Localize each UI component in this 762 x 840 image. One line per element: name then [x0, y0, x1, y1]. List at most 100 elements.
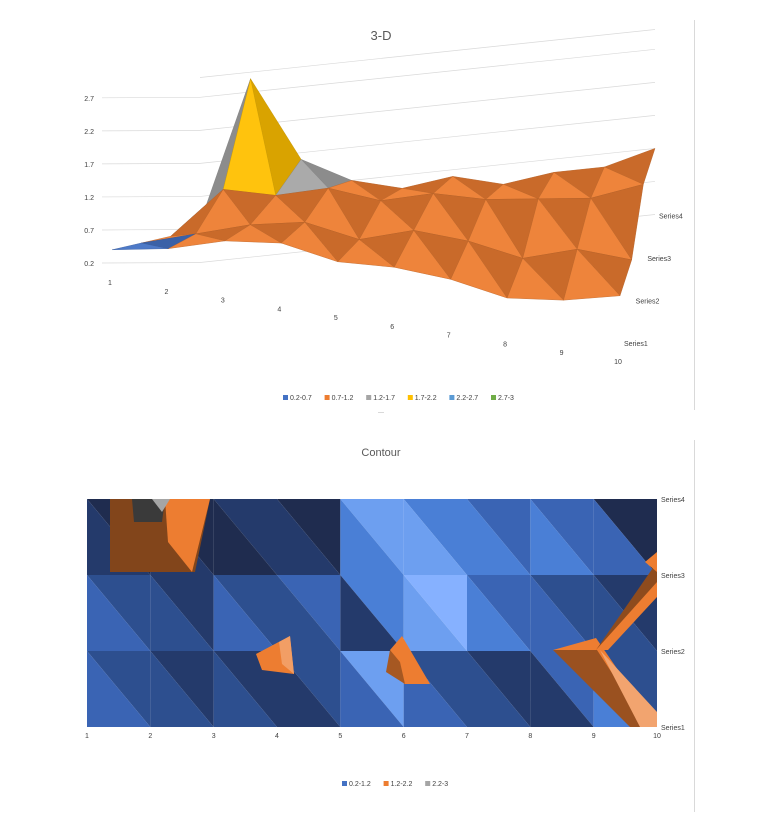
series-axis-ticks: Series1 Series2 Series3 Series4: [661, 497, 685, 732]
chart-title: Contour: [361, 447, 400, 459]
legend-swatch: [342, 781, 347, 786]
legend-label: 1.2-2.2: [391, 781, 413, 788]
contour-cell: [213, 651, 277, 727]
x-axis-ticks: 1 2 3 4 5 6 7 8 9 10: [85, 733, 661, 740]
x-tick-label: 6: [402, 733, 406, 740]
contour-cell: [530, 651, 594, 727]
surface-facet: [168, 233, 225, 249]
contour-band-region: [553, 650, 647, 727]
x-tick-label: 9: [560, 350, 564, 357]
x-tick-label: 9: [592, 733, 596, 740]
x-tick-label: 7: [465, 733, 469, 740]
contour-cell: [530, 575, 594, 651]
contour-area: [87, 499, 657, 727]
surface-facet: [224, 224, 282, 244]
series-tick-label: Series4: [661, 497, 685, 504]
contour-cell: [277, 651, 341, 727]
x-tick-label: 3: [221, 298, 225, 305]
x-axis-ticks: 1 2 3 4 5 6 7 8 9 10: [108, 280, 622, 366]
surface-3d-plot: 3-D 0.2 0.7 1.2 1.7 2.2 2.7 1 2 3 4 5 6 7 8 9 10 Serie…: [84, 28, 683, 402]
x-tick-label: 4: [277, 306, 281, 313]
contour-cell: [467, 575, 531, 651]
series-tick-label: Series1: [661, 725, 685, 732]
contour-band-region: [600, 650, 657, 727]
surface-facet: [506, 257, 565, 301]
surface-facet: [111, 242, 169, 250]
surface-3d-chart: 3-D 0.2 0.7 1.2 1.7 2.2 2.7 1 2 3 4 5 6 7 8 9 10 Serie…: [84, 20, 695, 413]
contour-cell: [213, 651, 277, 727]
contour-cell: [213, 575, 277, 651]
contour-cell: [277, 575, 341, 651]
x-tick-label: 5: [334, 315, 338, 322]
contour-cell: [277, 499, 341, 575]
series-tick-label: Series1: [624, 341, 648, 348]
gridline-side: [101, 96, 201, 99]
legend-label: 0.7-1.2: [332, 395, 354, 402]
contour-band-region: [386, 650, 405, 684]
contour-cell: [403, 651, 467, 727]
x-tick-label: 10: [653, 733, 661, 740]
contour-cell: [403, 499, 467, 575]
x-tick-label: 5: [338, 733, 342, 740]
series-tick-label: Series3: [661, 573, 685, 580]
contour-band-region: [279, 636, 294, 674]
x-tick-label: 2: [148, 733, 152, 740]
chart-border-right: [694, 440, 695, 812]
legend-label: 2.2-2.7: [456, 395, 478, 402]
legend: 0.2-0.7 0.7-1.2 1.2-1.7 1.7-2.2 2.2-2.7 2.7-3: [283, 395, 514, 402]
legend-swatch: [449, 395, 455, 400]
gridline-back: [199, 48, 656, 98]
surface-facet: [450, 240, 508, 299]
z-tick-label: 0.2: [84, 261, 94, 268]
legend-label: 2.2-3: [432, 781, 448, 788]
x-tick-label: 1: [85, 733, 89, 740]
z-tick-label: 1.2: [84, 195, 94, 202]
x-tick-label: 6: [390, 324, 394, 331]
z-tick-label: 1.7: [84, 162, 94, 169]
surface: [111, 78, 656, 301]
contour-cell: [467, 499, 531, 575]
series-tick-label: Series4: [659, 214, 683, 221]
legend-swatch: [407, 395, 413, 400]
x-tick-label: 10: [614, 359, 622, 366]
x-tick-label: 1: [108, 280, 112, 287]
contour-cell: [403, 575, 467, 651]
contour-cell: [213, 575, 277, 651]
surface-facet: [393, 229, 452, 280]
contour-chart: Contour 1 2 3 4 5 6 7 8 9 10 Series1 Series2 Series…: [0, 422, 762, 835]
z-axis-ticks: 0.2 0.7 1.2 1.7 2.2 2.7: [84, 96, 94, 268]
contour-cell: [340, 651, 404, 727]
contour-cell: [593, 499, 657, 575]
contour-band-region: [152, 499, 170, 512]
legend-swatch: [491, 395, 496, 400]
gridline-side: [101, 130, 201, 132]
contour-cell: [277, 575, 341, 651]
legend-label: 0.2-0.7: [290, 395, 312, 402]
contour-cell: [467, 651, 531, 727]
z-tick-label: 2.2: [84, 129, 94, 136]
series-tick-label: Series2: [636, 299, 660, 306]
gridline-side: [101, 196, 201, 198]
contour-cell: [340, 499, 404, 575]
contour-cell: [87, 575, 151, 651]
contour-cell: [403, 575, 467, 651]
x-tick-label: 2: [164, 289, 168, 296]
legend-swatch: [324, 395, 330, 400]
contour-cell: [150, 651, 214, 727]
contour-band-region: [645, 552, 657, 572]
contour-cell: [87, 651, 151, 727]
z-tick-label: 2.7: [84, 96, 94, 103]
contour-cell: [340, 575, 404, 651]
contour-band-region: [596, 562, 657, 650]
gridline-side: [101, 262, 201, 264]
x-tick-label: 3: [212, 733, 216, 740]
surface-facet: [280, 221, 339, 263]
surface-facet: [337, 239, 395, 268]
series-tick-label: Series3: [647, 256, 671, 263]
legend: 0.2-1.2 1.2-2.2 2.2-3: [342, 781, 448, 788]
legend-label: 2.7-3: [498, 395, 514, 402]
contour-cell: [593, 499, 657, 575]
contour-cell: [530, 499, 594, 575]
contour-band-region: [165, 499, 210, 572]
series-axis-ticks: Series1 Series2 Series3 Series4: [624, 214, 683, 349]
